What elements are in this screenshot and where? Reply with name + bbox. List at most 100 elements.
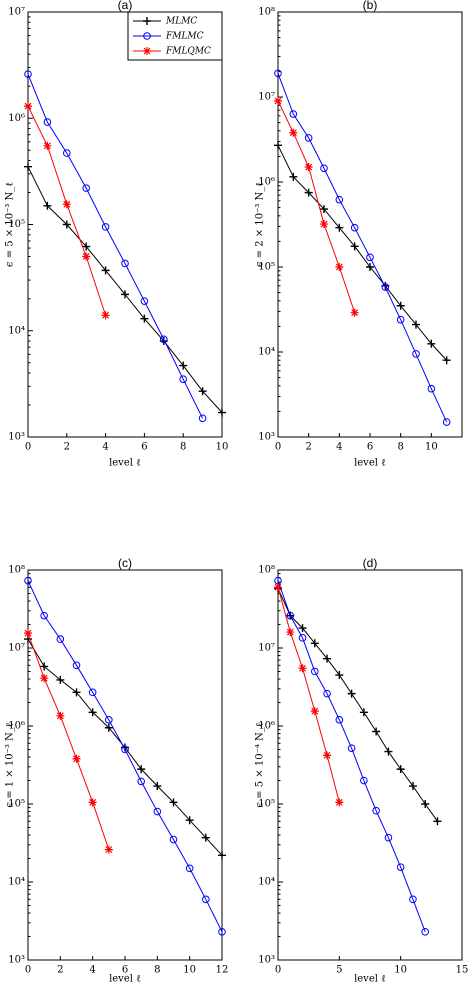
legend-marker [143,47,151,55]
marker [384,747,393,756]
marker [335,716,344,724]
marker [396,863,405,871]
marker [396,301,405,310]
marker [153,782,162,791]
marker [169,835,178,844]
marker [311,667,319,676]
marker [412,320,420,329]
marker [140,314,149,323]
marker [323,689,331,698]
series-line [277,100,356,313]
marker [320,220,328,229]
plot-frame [27,11,223,438]
y-axis-label: ϵ = 5 × 10⁻⁴ N_ℓ [255,722,266,807]
marker [24,162,32,171]
x-tick-label: 6 [122,965,128,976]
marker [179,375,187,383]
marker [304,188,313,197]
x-tick-label: 2 [305,442,311,453]
marker [412,350,420,358]
marker [43,201,52,210]
marker [366,253,374,262]
marker [104,845,113,854]
y-tick-label: 10³ [258,432,275,443]
marker [62,220,71,229]
x-tick-label: 8 [154,965,160,976]
marker [137,777,145,786]
marker [56,635,65,643]
y-tick-label: 10⁷ [258,643,275,654]
marker [427,339,436,348]
series-line [27,105,107,316]
marker [372,727,381,736]
x-tick-label: 0 [25,965,31,976]
series-line [27,632,110,850]
marker [56,675,65,684]
marker [421,927,430,936]
series-line [277,580,426,932]
x-tick-label: 10 [183,965,196,976]
marker [350,223,359,232]
marker [121,259,129,268]
y-tick-label: 10³ [8,955,25,966]
marker [179,361,188,370]
x-tick-label: 8 [180,442,186,453]
y-tick-label: 10⁵ [258,799,275,810]
marker [442,356,451,365]
legend-label: MLMC [165,17,197,27]
chart-title: (b) [363,0,378,12]
legend-marker [143,17,151,25]
marker [137,765,146,774]
marker [335,263,344,271]
marker [421,800,430,808]
x-tick-label: 10 [216,442,229,453]
y-axis-label: ϵ = 5 × 10⁻³ N_ℓ [5,182,16,267]
marker [335,195,344,204]
marker [366,263,374,271]
marker [218,927,226,936]
marker [24,576,32,585]
marker [104,723,113,732]
marker [384,833,393,842]
marker [350,308,359,317]
marker [160,335,168,344]
legend-marker [143,32,151,40]
marker [24,70,32,78]
x-tick-label: 0 [275,442,281,453]
marker [335,798,344,807]
x-tick-label: 12 [216,965,229,976]
marker [105,716,113,724]
marker [63,149,71,157]
marker [408,782,417,791]
x-tick-label: 4 [336,442,342,453]
y-tick-label: 10⁶ [8,113,25,124]
y-tick-label: 10⁶ [8,721,25,732]
marker [40,674,49,683]
x-tick-label: 8 [397,442,403,453]
panel: (d) level ℓ ϵ = 5 × 10⁻⁴ N_ℓ 0 5 10 15 10³ 10⁴ 10… [255,556,469,984]
marker [304,134,313,142]
series-line [27,73,204,419]
chart-title: (a) [118,0,133,12]
marker [88,708,97,717]
legend-label: FMLMC [165,32,204,42]
y-tick-label: 10⁸ [258,7,275,18]
x-tick-label: 0 [275,965,281,976]
marker [298,664,307,673]
marker [381,283,390,291]
x-tick-label: 10 [425,442,438,453]
marker [185,816,194,825]
y-axis-label: ϵ = 2 × 10⁻³ N_ℓ [255,182,266,267]
x-tick-label: 10 [394,965,407,976]
marker [335,671,344,680]
marker [359,708,368,717]
marker [304,163,313,172]
marker [298,634,307,642]
marker [323,654,332,663]
marker [372,806,380,815]
y-tick-label: 10⁴ [258,347,275,358]
x-axis-label: level ℓ [109,458,141,469]
marker [121,745,129,754]
y-tick-label: 10⁸ [258,565,275,576]
marker [289,110,298,118]
